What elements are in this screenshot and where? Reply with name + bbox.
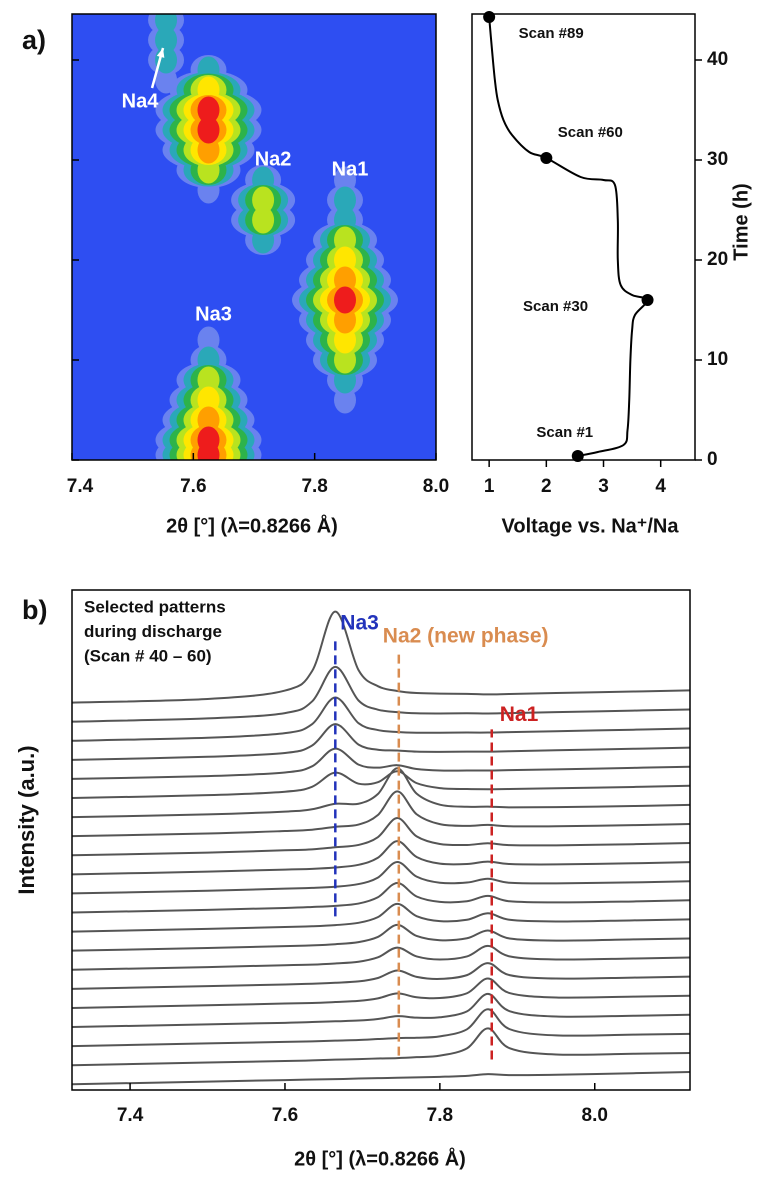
peak-label: Na3 (195, 303, 232, 325)
phase-label: Na1 (500, 703, 539, 726)
x-axis-label: 2θ [°] (λ=0.8266 Å) (166, 513, 338, 537)
contour-level (334, 266, 356, 294)
y-axis-label: Intensity (a.u.) (14, 745, 39, 894)
contour-level (334, 226, 356, 254)
plot-frame (471, 13, 696, 461)
pattern-line (72, 767, 690, 819)
contour-level (197, 406, 220, 434)
y-tick-label: 40 (707, 49, 728, 70)
y-tick-label: 0 (707, 449, 718, 470)
contour-level (334, 166, 356, 194)
plot-frame (71, 13, 437, 461)
plot-frame (71, 589, 691, 1091)
scan-marker (540, 152, 553, 164)
pattern-line (72, 817, 690, 857)
contour-level (334, 246, 356, 274)
scan-marker (641, 294, 654, 306)
panel-label: b) (22, 595, 47, 625)
pattern-line (72, 723, 690, 761)
y-axis-label: Time (h) (730, 183, 752, 260)
pattern-line (72, 1008, 690, 1048)
contour-plot-area (72, 14, 436, 460)
x-tick-label: 8.0 (423, 476, 449, 497)
contour-level (197, 96, 220, 124)
note-text: during discharge (84, 622, 222, 641)
x-tick-label: 7.4 (117, 1105, 144, 1126)
scan-marker (571, 450, 584, 462)
x-tick-label: 2 (541, 476, 552, 497)
pattern-line (72, 902, 690, 933)
contour-level (197, 366, 220, 394)
pattern-line (72, 944, 690, 971)
pattern-line (72, 747, 690, 780)
phase-label: Na2 (new phase) (383, 625, 549, 648)
pattern-line (72, 770, 690, 800)
phase-label: Na3 (340, 611, 379, 634)
contour-level (252, 206, 275, 234)
pattern-plot-area (72, 610, 690, 1086)
x-tick-label: 7.6 (180, 476, 206, 497)
pattern-line (72, 1071, 690, 1086)
x-tick-label: 3 (598, 476, 609, 497)
contour-level (197, 386, 220, 414)
x-tick-label: 7.8 (301, 476, 327, 497)
x-tick-label: 4 (655, 476, 666, 497)
contour-level (334, 286, 356, 314)
contour-level (334, 186, 356, 214)
note-text: (Scan # 40 – 60) (84, 646, 212, 665)
y-tick-label: 20 (707, 249, 728, 270)
pattern-line (72, 923, 690, 952)
pattern-line (72, 696, 690, 742)
contour-level (197, 426, 220, 454)
x-axis-label: 2θ [°] (λ=0.8266 Å) (294, 1146, 466, 1170)
pattern-line (72, 790, 690, 838)
pattern-line (72, 840, 690, 876)
contour-level (197, 116, 220, 144)
contour-level (252, 186, 275, 214)
peak-label: Na4 (122, 90, 160, 112)
contour-level (155, 26, 178, 54)
peak-label: Na1 (332, 158, 369, 180)
x-tick-label: 7.6 (272, 1105, 298, 1126)
note-text: Selected patterns (84, 597, 226, 616)
contour-level (197, 326, 220, 354)
panel-label: a) (22, 25, 46, 55)
scan-label: Scan #1 (536, 424, 593, 441)
voltage-line (488, 16, 649, 457)
pattern-line (72, 860, 690, 895)
x-axis-label: Voltage vs. Na⁺/Na (502, 515, 680, 537)
x-tick-label: 8.0 (582, 1105, 608, 1126)
pattern-line (72, 1027, 690, 1067)
pattern-line (72, 977, 690, 1009)
contour-level (155, 14, 178, 34)
y-tick-label: 30 (707, 149, 728, 170)
pattern-line (72, 665, 690, 723)
peak-label: Na2 (255, 148, 292, 170)
pattern-line (72, 962, 690, 990)
pattern-line (72, 992, 690, 1029)
y-tick-label: 10 (707, 349, 728, 370)
label-arrowhead (156, 48, 165, 58)
scan-label: Scan #89 (519, 25, 584, 42)
x-tick-label: 7.8 (427, 1105, 453, 1126)
scan-marker (483, 11, 496, 23)
scan-label: Scan #60 (558, 124, 623, 141)
pattern-line (72, 881, 690, 914)
scan-label: Scan #30 (523, 298, 588, 315)
x-tick-label: 1 (484, 476, 495, 497)
x-tick-label: 7.4 (67, 476, 94, 497)
